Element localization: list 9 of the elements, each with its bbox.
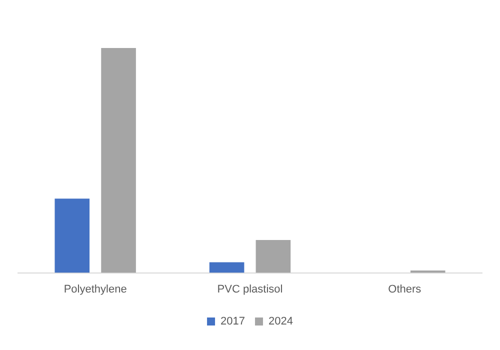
x-tick-label: PVC plastisol	[217, 283, 283, 296]
x-tick-label: Polyethylene	[64, 283, 127, 296]
bar	[54, 198, 90, 273]
x-tick-label: Others	[388, 283, 422, 296]
bar	[256, 240, 291, 273]
legend-label: 2017	[220, 316, 246, 328]
bar	[209, 262, 244, 273]
legend-label: 2024	[268, 316, 293, 328]
bar	[101, 48, 136, 273]
